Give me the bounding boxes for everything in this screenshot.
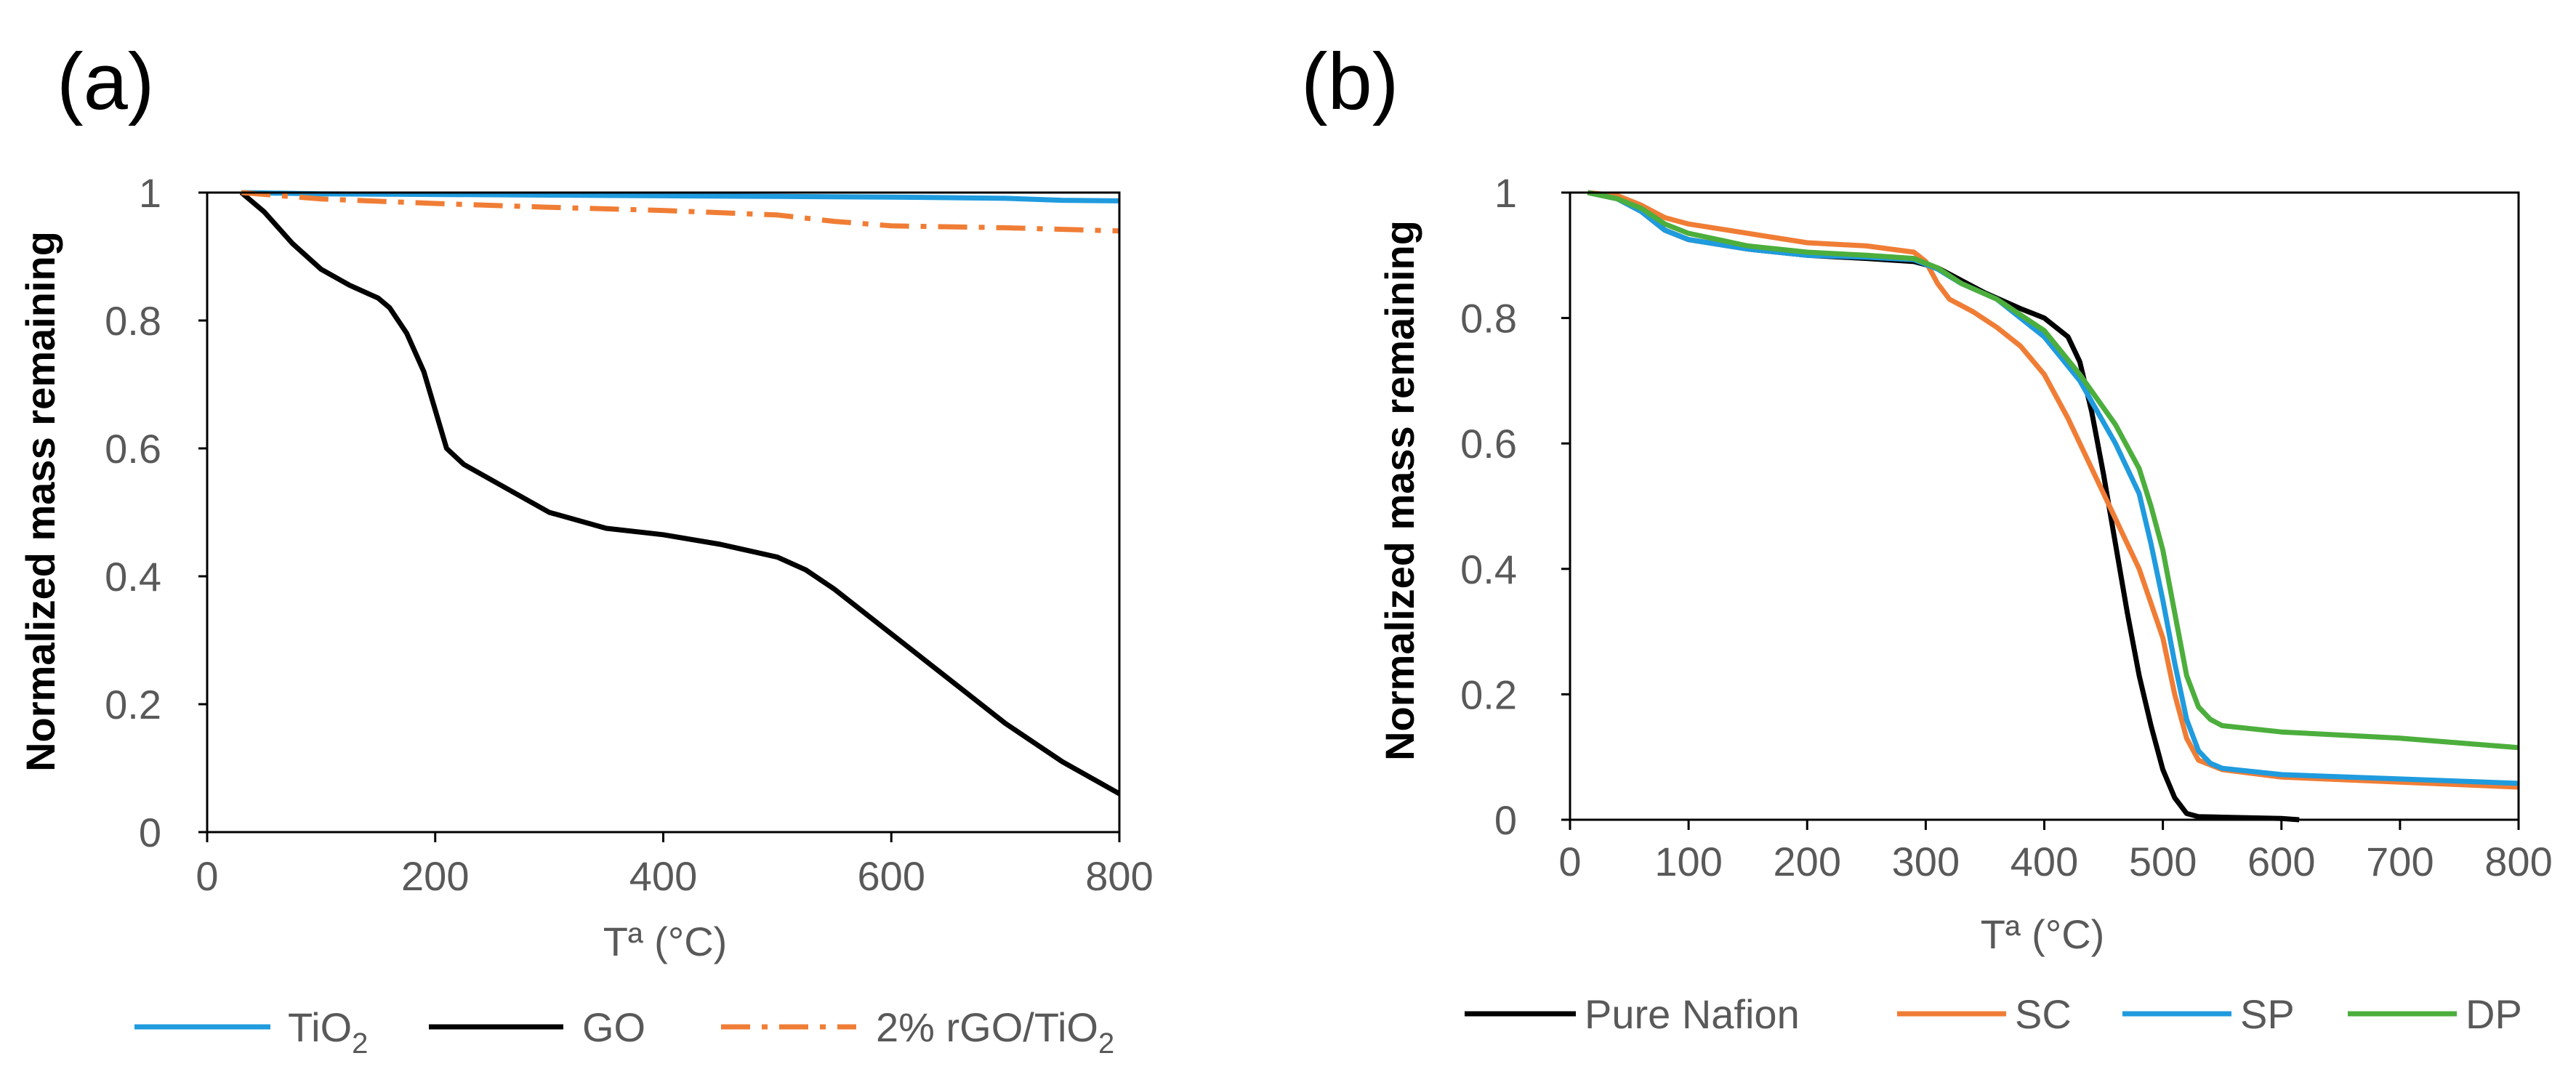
y-tick-label: 0 (1494, 797, 1517, 843)
x-tick-label: 800 (2484, 839, 2552, 884)
panel-b-y-ticks: 0 0.2 0.4 0.6 0.8 1 (1460, 170, 1570, 843)
panel-b-label: (b) (1301, 37, 1398, 126)
panel-a-frame (206, 191, 1121, 834)
series-line-2-rgo-tio2 (241, 190, 1120, 234)
legend-label: DP (2466, 991, 2522, 1037)
x-tick-label: 0 (196, 853, 218, 899)
x-tick-label: 400 (2011, 839, 2078, 884)
panel-a-series-group (239, 190, 1121, 796)
x-tick-label: 300 (1892, 839, 1960, 884)
panel-b-frame (1569, 191, 2520, 821)
panel-a-x-axis-title: Tª (°C) (603, 919, 728, 964)
y-tick-label: 0.4 (105, 554, 161, 600)
panel-b: (b) 0 0.2 0.4 0.6 0.8 1 0 100 200 300 400 500 600 70… (1301, 37, 2553, 1037)
x-tick-label: 500 (2129, 839, 2197, 884)
panel-b-legend: Pure Nafion SC SP DP (1465, 991, 2522, 1037)
x-tick-label: 400 (629, 853, 697, 899)
legend-label: SP (2240, 991, 2295, 1037)
series-line-dp (1587, 190, 2519, 751)
panel-b-x-axis-title: Tª (°C) (1981, 911, 2105, 957)
series-line-pure-nafion (1587, 190, 2300, 823)
y-tick-label: 1 (1494, 170, 1517, 216)
panel-a-y-axis-title: Normalized mass remaining (17, 231, 63, 772)
x-tick-label: 700 (2366, 839, 2434, 884)
series-line-sc (1587, 190, 2519, 790)
x-tick-label: 600 (858, 853, 925, 899)
legend-label: 2% rGO/TiO2 (876, 1004, 1114, 1060)
panel-a-x-ticks: 0 200 400 600 800 (196, 832, 1154, 899)
series-line-tio2 (241, 190, 1120, 203)
panel-a: (a) 0 0.2 0.4 0.6 0.8 1 0 200 400 600 800 Tª (°C)… (17, 37, 1154, 1060)
y-tick-label: 0.6 (1460, 421, 1517, 467)
plot-area-border (206, 191, 1121, 834)
panel-a-legend: TiO2 GO 2% rGO/TiO2 (134, 1004, 1114, 1060)
x-tick-label: 800 (1085, 853, 1153, 899)
y-tick-label: 0 (139, 810, 161, 855)
y-tick-label: 0.2 (1460, 671, 1517, 717)
y-tick-label: 1 (139, 170, 161, 216)
x-tick-label: 100 (1654, 839, 1722, 884)
panel-b-x-ticks: 0 100 200 300 400 500 600 700 800 (1558, 820, 2553, 884)
x-tick-label: 0 (1558, 839, 1581, 884)
legend-label: TiO2 (288, 1004, 368, 1060)
panel-b-y-axis-title: Normalized mass remaining (1377, 220, 1422, 761)
y-tick-label: 0.2 (105, 682, 161, 727)
y-tick-label: 0.8 (105, 298, 161, 344)
y-tick-label: 0.4 (1460, 546, 1517, 592)
plot-area-border (1569, 191, 2520, 821)
x-tick-label: 200 (1774, 839, 1841, 884)
panel-b-series-group (1587, 190, 2519, 823)
x-tick-label: 200 (401, 853, 469, 899)
series-line-sp (1587, 190, 2519, 786)
y-tick-label: 0.6 (105, 426, 161, 472)
legend-label: GO (582, 1004, 645, 1050)
legend-label: SC (2015, 991, 2072, 1037)
series-line-go (239, 190, 1121, 796)
legend-label: Pure Nafion (1585, 991, 1800, 1037)
y-tick-label: 0.8 (1460, 296, 1517, 342)
panel-a-label: (a) (57, 37, 154, 126)
x-tick-label: 600 (2247, 839, 2315, 884)
panel-a-y-ticks: 0 0.2 0.4 0.6 0.8 1 (105, 170, 207, 855)
